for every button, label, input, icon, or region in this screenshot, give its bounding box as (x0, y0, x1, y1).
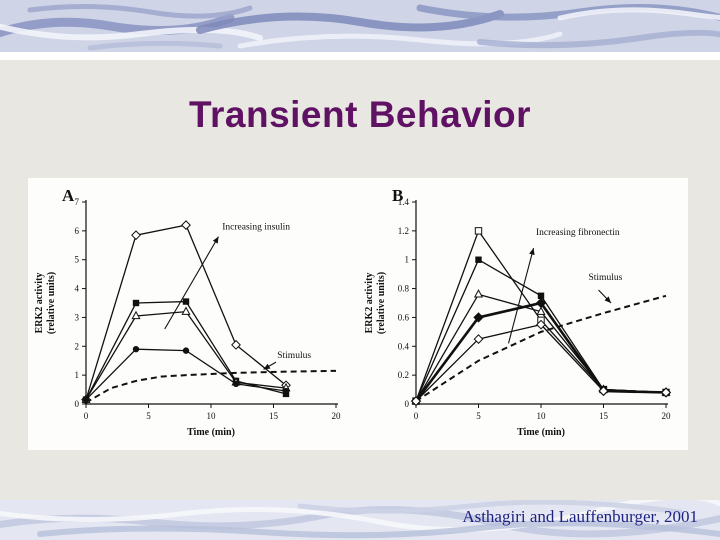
citation-text: Asthagiri and Lauffenburger, 2001 (462, 507, 698, 526)
svg-text:5: 5 (476, 411, 481, 421)
svg-text:0.2: 0.2 (398, 370, 409, 380)
svg-text:1: 1 (75, 370, 80, 380)
svg-text:ERK2 activity: ERK2 activity (34, 273, 45, 334)
top-decorative-band (0, 0, 720, 60)
svg-text:10: 10 (537, 411, 547, 421)
svg-text:Time (min): Time (min) (517, 427, 565, 438)
chart-b-erk2-fibronectin: 0 5 10 15 20 0 0.2 0.4 0.6 0.8 1 1.2 1.4 Time (min) ER… (364, 197, 672, 438)
svg-text:0: 0 (75, 399, 80, 409)
svg-text:Stimulus: Stimulus (277, 351, 311, 361)
panel-b-label: B (392, 186, 404, 205)
svg-text:0.6: 0.6 (398, 312, 410, 322)
svg-text:Stimulus: Stimulus (589, 273, 623, 283)
svg-text:15: 15 (269, 411, 279, 421)
slide-title: Transient Behavior (188, 94, 532, 135)
svg-text:0: 0 (405, 399, 410, 409)
svg-text:10: 10 (207, 411, 217, 421)
svg-text:0: 0 (414, 411, 419, 421)
svg-text:1.2: 1.2 (398, 226, 409, 236)
svg-text:3: 3 (75, 312, 80, 322)
svg-text:0: 0 (84, 411, 89, 421)
chart-panel-b: B 0 5 10 15 20 0 0.2 0.4 0.6 0.8 1 1.2 1.4 Time (min)… (358, 178, 688, 450)
svg-text:0.8: 0.8 (398, 284, 410, 294)
svg-text:6: 6 (75, 226, 80, 236)
svg-text:7: 7 (75, 197, 80, 207)
svg-text:1.4: 1.4 (398, 197, 410, 207)
svg-text:ERK2 activity: ERK2 activity (364, 273, 375, 334)
panel-a-label: A (62, 186, 75, 205)
svg-text:Increasing insulin: Increasing insulin (222, 222, 290, 232)
svg-text:5: 5 (75, 255, 80, 265)
figure: A 0 5 10 15 20 0 1 2 3 4 5 6 7 Time (min) ERK2 activit… (28, 178, 688, 450)
svg-text:(relative units): (relative units) (46, 272, 57, 334)
svg-text:(relative units): (relative units) (376, 272, 387, 334)
svg-text:4: 4 (75, 284, 80, 294)
svg-text:Time (min): Time (min) (187, 427, 235, 438)
svg-text:20: 20 (332, 411, 342, 421)
svg-text:Increasing fibronectin: Increasing fibronectin (536, 227, 620, 238)
bottom-decorative-band (0, 500, 720, 540)
svg-text:0.4: 0.4 (398, 341, 410, 351)
chart-a-erk2-insulin: 0 5 10 15 20 0 1 2 3 4 5 6 7 Time (min) ERK2 activity(… (34, 197, 342, 438)
svg-text:1: 1 (405, 255, 410, 265)
svg-text:2: 2 (75, 341, 80, 351)
chart-panel-a: A 0 5 10 15 20 0 1 2 3 4 5 6 7 Time (min) ERK2 activit… (28, 178, 358, 450)
svg-text:20: 20 (662, 411, 672, 421)
svg-text:5: 5 (146, 411, 151, 421)
svg-text:15: 15 (599, 411, 609, 421)
